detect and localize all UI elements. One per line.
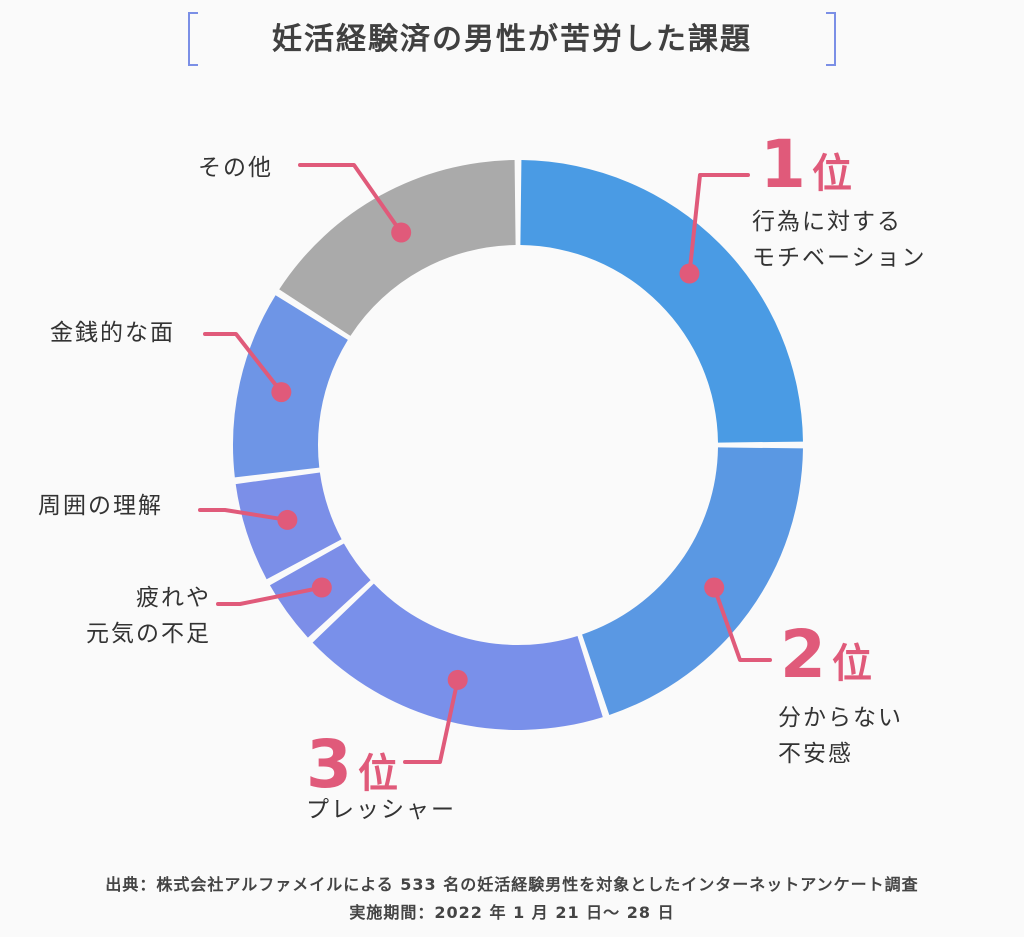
slice-pressure xyxy=(312,583,603,730)
label-motivation-line-1: 行為に対する xyxy=(752,209,902,235)
footer-source: 出典：株式会社アルファメイルによる 533 名の妊活経験男性を対象としたインター… xyxy=(105,875,919,894)
title-bracket-right xyxy=(826,12,836,66)
label-motivation-line-2: モチベーション xyxy=(752,245,927,271)
donut-slices xyxy=(233,160,803,730)
label-anxiety-line-2: 不安感 xyxy=(778,741,853,767)
slice-other xyxy=(279,160,516,336)
title-bracket-left xyxy=(188,12,198,66)
leader-motivation xyxy=(687,173,750,276)
label-fatigue-line-1: 疲れや xyxy=(136,585,211,611)
label-anxiety-line-1: 分からない xyxy=(778,705,903,731)
leader-fatigue xyxy=(216,585,324,606)
label-fatigue-line-2: 元気の不足 xyxy=(86,621,211,647)
leader-pressure-dot xyxy=(447,669,468,690)
rank-3-number: 3 xyxy=(306,726,352,803)
slice-motivation xyxy=(520,160,803,443)
leader-understanding-dot xyxy=(277,509,298,530)
footer-period: 実施期間：2022 年 1 月 21 日〜 28 日 xyxy=(349,903,675,922)
leader-other xyxy=(298,163,404,235)
label-other-line-1: その他 xyxy=(198,155,273,181)
label-money: 金銭的な面 xyxy=(50,315,175,351)
leader-money-dot xyxy=(271,382,292,403)
rank-1-suffix: 位 xyxy=(811,151,852,197)
label-money-line-1: 金銭的な面 xyxy=(50,320,175,346)
label-motivation: 行為に対する モチベーション xyxy=(752,204,927,276)
chart-title-frame: 妊活経験済の男性が苦労した課題 xyxy=(188,12,836,68)
leader-fatigue-dot xyxy=(311,577,332,598)
label-pressure: プレッシャー xyxy=(306,792,456,828)
rank-2-suffix: 位 xyxy=(831,641,872,687)
leader-lines xyxy=(198,163,772,764)
leader-other-dot xyxy=(391,222,412,243)
leader-pressure xyxy=(403,677,460,764)
label-other: その他 xyxy=(198,150,273,186)
leader-understanding xyxy=(198,508,290,522)
leader-money xyxy=(203,332,284,395)
label-understanding: 周囲の理解 xyxy=(38,488,163,524)
rank-3-suffix: 位 xyxy=(357,751,398,797)
leader-motivation-dot xyxy=(679,263,700,284)
slice-money xyxy=(233,295,348,478)
leader-anxiety xyxy=(712,585,772,662)
label-pressure-line-1: プレッシャー xyxy=(306,797,456,823)
rank-2-number: 2 xyxy=(780,616,826,693)
rank-1-number: 1 xyxy=(760,126,806,203)
label-anxiety: 分からない 不安感 xyxy=(778,700,903,772)
chart-title: 妊活経験済の男性が苦労した課題 xyxy=(272,22,752,57)
label-fatigue: 疲れや 元気の不足 xyxy=(86,580,211,652)
label-understanding-line-1: 周囲の理解 xyxy=(38,493,163,519)
leader-anxiety-dot xyxy=(704,577,725,598)
slice-anxiety xyxy=(582,447,803,715)
